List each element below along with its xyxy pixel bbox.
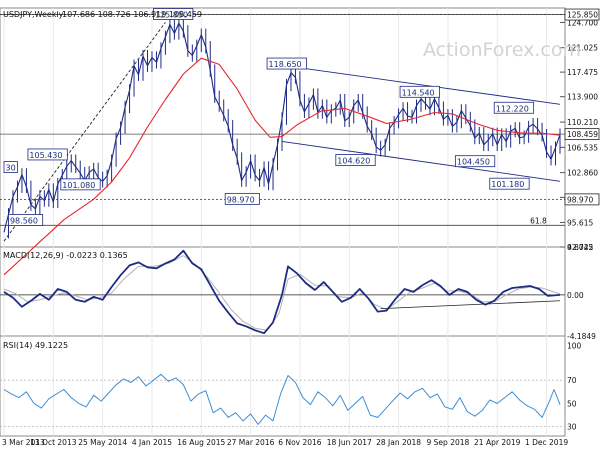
annotation-9: 104.450 bbox=[457, 158, 490, 167]
annotation-5-box bbox=[60, 178, 101, 191]
price-tick-label-2: 117.475 bbox=[567, 68, 598, 77]
annotation-5: 101.080 bbox=[62, 181, 95, 190]
x-label-4: 16 Aug 2015 bbox=[177, 438, 225, 447]
macd-header: MACD(12,26,9) -0.0223 0.1365 bbox=[3, 251, 128, 260]
annotation-9-box bbox=[454, 155, 496, 168]
x-label-10: 21 Apr 2019 bbox=[474, 438, 521, 447]
x-label-1: 13 Oct 2013 bbox=[30, 438, 77, 447]
price-tick-label-1: 121.025 bbox=[567, 44, 598, 53]
annotation-8: 104.620 bbox=[337, 157, 370, 166]
annotation-6-box bbox=[8, 214, 44, 226]
label-125-850: 125.850 bbox=[567, 11, 598, 20]
label-last-price-box bbox=[564, 128, 600, 141]
label-last-price: 108.459 bbox=[567, 130, 598, 139]
annotation-0: 125.850 bbox=[155, 11, 188, 20]
annotation-10-box bbox=[489, 177, 530, 190]
rsi-tick-label-2: 50 bbox=[567, 399, 577, 408]
price-tick-label-4: 110.210 bbox=[567, 118, 598, 127]
annotation-11-box bbox=[3, 161, 18, 173]
label-125-850-box bbox=[564, 8, 600, 21]
trendline-channel-bottom bbox=[281, 140, 561, 182]
annotation-10: 101.180 bbox=[491, 180, 524, 189]
annotation-11: 30 bbox=[6, 164, 16, 173]
rsi-tick-label-3: 30 bbox=[567, 423, 577, 432]
annotation-1-box bbox=[266, 57, 307, 70]
ohlc-readout: 107.686 108.726 106.919 108.459 bbox=[62, 10, 202, 19]
price-line bbox=[3, 22, 561, 233]
x-label-2: 25 May 2014 bbox=[78, 438, 127, 447]
macd-line bbox=[3, 249, 561, 335]
annotation-8-box bbox=[335, 154, 376, 166]
rsi-tick-label-1: 70 bbox=[567, 376, 577, 385]
price-tick-label-8: 95.615 bbox=[567, 218, 593, 227]
macd-signal-line bbox=[3, 255, 561, 331]
price-tick-label-9: 92.045 bbox=[567, 243, 593, 252]
grid-layer bbox=[0, 8, 565, 436]
price-header: USDJPY,Weekly bbox=[3, 10, 64, 19]
macd-tick-label-2: -4.1849 bbox=[567, 332, 596, 341]
x-label-6: 6 Nov 2016 bbox=[278, 438, 321, 447]
fib-label: 61.8 bbox=[530, 216, 547, 225]
moving-average-line bbox=[3, 57, 561, 276]
price-tick-label-5: 106.535 bbox=[567, 143, 598, 152]
label-layer: 124.700 121.025 117.475 113.900 110.210 106.5… bbox=[2, 8, 600, 447]
label-98-970-box bbox=[564, 193, 600, 206]
annotation-6: 98.560 bbox=[10, 216, 38, 225]
watermark: ActionForex.com bbox=[423, 39, 581, 61]
price-tick-label-6: 102.860 bbox=[567, 169, 598, 178]
price-tick-label-3: 113.900 bbox=[567, 93, 598, 102]
annotation-2-box bbox=[399, 85, 440, 98]
macd-tick-label-1: 0.00 bbox=[567, 291, 584, 300]
annotation-7-box bbox=[224, 192, 260, 205]
series-layer bbox=[3, 16, 561, 425]
macd-tick-label-0: 4.8722 bbox=[567, 243, 593, 252]
x-label-8: 28 Jan 2018 bbox=[376, 438, 421, 447]
annotation-0-box bbox=[153, 8, 194, 20]
rsi-panel bbox=[0, 335, 566, 437]
annotation-4-box bbox=[27, 148, 68, 161]
annotation-3-box bbox=[493, 101, 535, 114]
label-98-970: 98.970 bbox=[567, 195, 593, 204]
annotation-1: 118.650 bbox=[269, 60, 302, 69]
x-label-9: 9 Sep 2018 bbox=[427, 438, 470, 447]
x-label-3: 4 Jan 2015 bbox=[132, 438, 172, 447]
rsi-tick-label-0: 100 bbox=[567, 341, 582, 350]
trendline-channel-top bbox=[272, 63, 561, 105]
x-label-7: 18 Jun 2017 bbox=[327, 438, 372, 447]
price-tick-label-0: 124.700 bbox=[567, 18, 598, 27]
rsi-header: RSI(14) 49.1225 bbox=[3, 341, 68, 350]
annotation-2: 114.540 bbox=[402, 88, 435, 97]
x-label-11: 1 Dec 2019 bbox=[525, 438, 568, 447]
rsi-line bbox=[3, 373, 561, 425]
x-label-0: 3 Mar 2013 bbox=[2, 438, 45, 447]
x-label-5: 27 Mar 2016 bbox=[227, 438, 275, 447]
macd-trendline bbox=[380, 300, 561, 310]
annotation-3: 112.220 bbox=[496, 104, 529, 113]
annotation-4: 105.430 bbox=[29, 151, 62, 160]
annotation-7: 98.970 bbox=[227, 195, 255, 204]
